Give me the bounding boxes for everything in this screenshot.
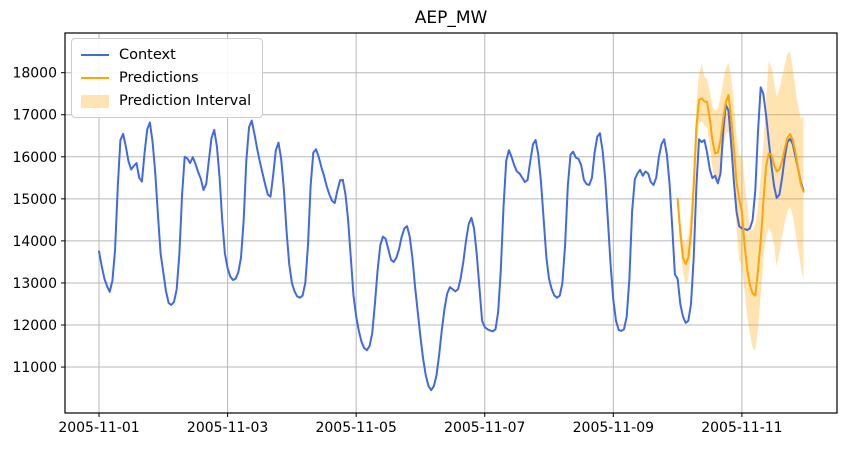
context-line <box>98 86 805 392</box>
chart-title: AEP_MW <box>414 8 488 28</box>
x-tick-label: 2005-11-09 <box>573 420 654 436</box>
y-tick-label: 18000 <box>12 66 57 82</box>
y-tick-label: 11000 <box>12 360 57 376</box>
legend-label-predictions: Predictions <box>119 70 199 86</box>
x-tick-label: 2005-11-03 <box>187 420 268 436</box>
legend-item-prediction-interval: Prediction Interval <box>81 92 251 110</box>
y-tick-label: 15000 <box>12 192 57 208</box>
x-tick-label: 2005-11-01 <box>58 420 139 436</box>
legend-item-context: Context <box>81 46 251 64</box>
y-tick-label: 12000 <box>12 318 57 334</box>
legend-label-prediction-interval: Prediction Interval <box>119 93 252 109</box>
legend: Context Predictions Prediction Interval <box>71 38 264 118</box>
y-tick-label: 16000 <box>12 150 57 166</box>
predictions-line-swatch-icon <box>81 77 109 79</box>
y-tick-label: 17000 <box>12 108 57 124</box>
x-tick-label: 2005-11-05 <box>315 420 396 436</box>
predictions-line <box>676 94 805 297</box>
x-tick-label: 2005-11-11 <box>701 420 782 436</box>
legend-item-predictions: Predictions <box>81 69 251 87</box>
y-tick-label: 13000 <box>12 276 57 292</box>
legend-label-context: Context <box>119 47 176 63</box>
y-tick-label: 14000 <box>12 234 57 250</box>
plot-border <box>64 32 838 414</box>
prediction-interval-swatch-icon <box>81 94 109 108</box>
x-tick-label: 2005-11-07 <box>444 420 525 436</box>
context-line-swatch-icon <box>81 54 109 56</box>
